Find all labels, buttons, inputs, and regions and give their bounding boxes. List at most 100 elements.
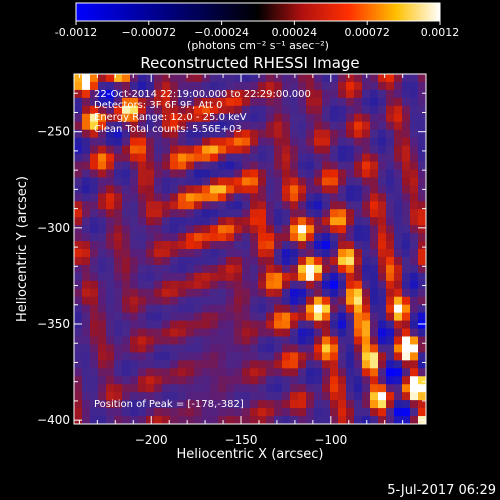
heatmap-cell [114, 74, 123, 83]
heatmap-cell [194, 225, 203, 234]
heatmap-cell [362, 193, 371, 202]
heatmap-cell [162, 233, 171, 242]
heatmap-cell [418, 209, 426, 218]
heatmap-cell [402, 169, 411, 178]
heatmap-cell [306, 392, 315, 401]
heatmap-cell [170, 201, 179, 210]
heatmap-cell [250, 392, 259, 401]
heatmap-cell [298, 89, 307, 99]
heatmap-cell [218, 241, 227, 250]
heatmap-cell [242, 352, 251, 361]
heatmap-cell [362, 121, 371, 131]
heatmap-cell [346, 312, 355, 322]
heatmap-cell [210, 376, 219, 385]
heatmap-cell [170, 74, 179, 83]
heatmap-cell [378, 74, 387, 83]
heatmap-cell [338, 384, 347, 393]
heatmap-cell [354, 304, 363, 314]
heatmap-cell [154, 416, 163, 424]
heatmap-cell [410, 217, 419, 226]
heatmap-cell [370, 249, 379, 258]
heatmap-cell [410, 360, 419, 369]
heatmap-cell [306, 352, 315, 361]
heatmap-cell [162, 193, 171, 202]
heatmap-cell [322, 288, 331, 298]
heatmap-cell [258, 392, 267, 401]
heatmap-cell [194, 105, 203, 115]
heatmap-cell [338, 225, 347, 234]
heatmap-cell [298, 376, 307, 385]
heatmap-cell [242, 225, 251, 234]
heatmap-cell [74, 129, 83, 139]
heatmap-cell [370, 272, 379, 282]
heatmap-cell [402, 74, 411, 83]
heatmap-cell [338, 376, 347, 385]
heatmap-cell [314, 113, 323, 123]
heatmap-cell [338, 264, 347, 274]
heatmap-cell [378, 416, 387, 424]
heatmap-cell [346, 328, 355, 338]
heatmap-cell [146, 74, 155, 83]
heatmap-cell [154, 368, 163, 377]
heatmap-cell [354, 320, 363, 330]
heatmap-cell [162, 352, 171, 361]
heatmap-cell [178, 193, 187, 202]
heatmap-cell [386, 280, 395, 290]
heatmap-cell [154, 161, 163, 171]
heatmap-cell [250, 272, 259, 282]
heatmap-cell [146, 153, 155, 163]
heatmap-cell [274, 336, 283, 346]
heatmap-cell [90, 145, 99, 155]
heatmap-cell [242, 217, 251, 226]
heatmap-cell [210, 145, 219, 155]
heatmap-cell [242, 105, 251, 115]
heatmap-cell [330, 336, 339, 346]
heatmap-cell [210, 392, 219, 401]
heatmap-cell [258, 177, 267, 186]
heatmap-cell [282, 288, 291, 298]
heatmap-cell [154, 105, 163, 115]
heatmap-cell [394, 161, 403, 171]
heatmap-cell [242, 153, 251, 163]
heatmap-cell [346, 74, 355, 83]
heatmap-cell [282, 121, 291, 131]
heatmap-cell [402, 376, 411, 385]
heatmap-cell [74, 376, 83, 385]
heatmap-cell [130, 304, 139, 314]
heatmap-cell [346, 352, 355, 361]
heatmap-cell [106, 169, 115, 178]
heatmap-cell [410, 97, 419, 107]
heatmap-cell [250, 336, 259, 346]
heatmap-cell [346, 376, 355, 385]
heatmap-cell [306, 376, 315, 385]
heatmap-cell [410, 264, 419, 274]
heatmap-cell [154, 320, 163, 330]
heatmap-cell [354, 217, 363, 226]
heatmap-cell [282, 264, 291, 274]
heatmap-cell [330, 81, 339, 91]
heatmap-cell [98, 384, 107, 393]
heatmap-cell [114, 129, 123, 139]
heatmap-cell [266, 288, 275, 298]
heatmap-cell [258, 272, 267, 282]
colorbar-tick-label: 0.0012 [421, 26, 460, 39]
heatmap-cell [178, 74, 187, 83]
heatmap-cell [258, 264, 267, 274]
heatmap-cell [210, 400, 219, 409]
heatmap-cell [146, 272, 155, 282]
heatmap-cell [122, 169, 131, 178]
heatmap-cell [82, 185, 91, 194]
heatmap-cell [362, 264, 371, 274]
heatmap-cell [266, 145, 275, 155]
heatmap-cell [98, 233, 107, 242]
heatmap-cell [154, 97, 163, 107]
heatmap-cell [274, 416, 283, 424]
heatmap-cell [298, 264, 307, 274]
heatmap-cell [122, 81, 131, 91]
heatmap-cell [402, 352, 411, 361]
heatmap-cell [242, 328, 251, 338]
heatmap-cell [186, 153, 195, 163]
heatmap-cell [114, 312, 123, 322]
heatmap-cell [178, 352, 187, 361]
heatmap-cell [290, 97, 299, 107]
